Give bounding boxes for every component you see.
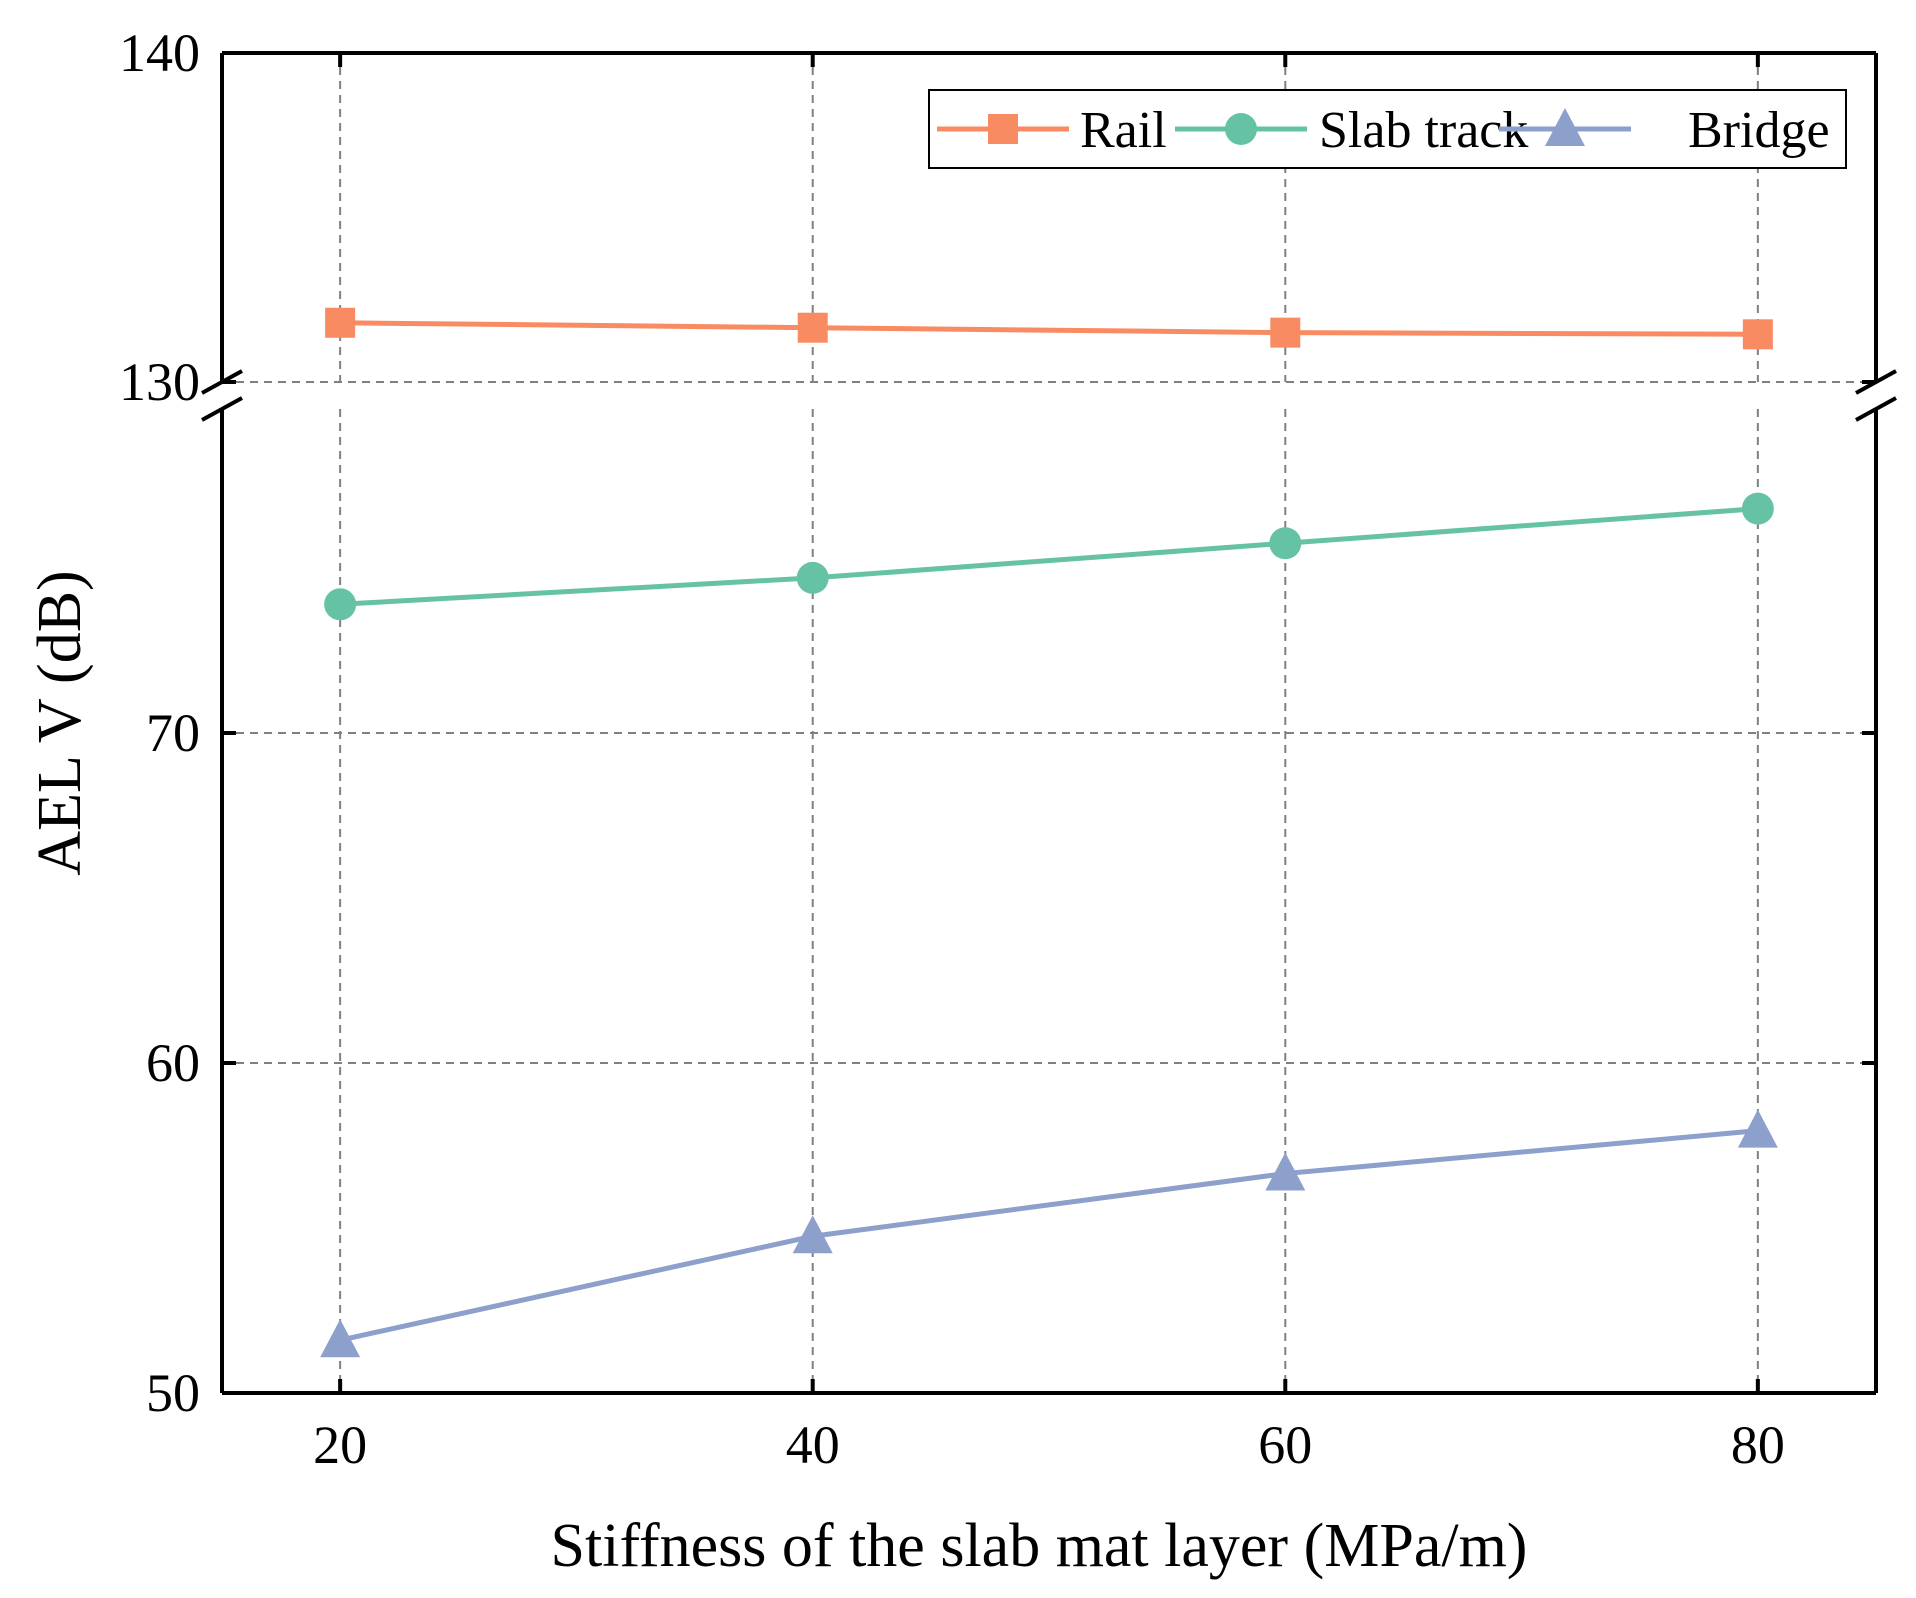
axis-break-marks — [201, 369, 1897, 422]
data-point-bridge — [1737, 1109, 1778, 1148]
legend-marker-slab-track — [1225, 113, 1257, 145]
data-point-slab-track — [1741, 492, 1774, 525]
x-tick-label: 40 — [786, 1415, 840, 1475]
series-line-rail — [340, 320, 1758, 337]
legend-label-rail: Rail — [1080, 102, 1167, 159]
x-tick-label: 20 — [313, 1415, 367, 1475]
plot-frame — [220, 51, 1878, 1395]
data-point-bridge — [1265, 1152, 1306, 1191]
x-tick-label: 60 — [1258, 1415, 1312, 1475]
data-point-bridge — [792, 1215, 833, 1254]
x-tick-label: 80 — [1731, 1415, 1785, 1475]
x-axis-title: Stiffness of the slab mat layer (MPa/m) — [551, 1512, 1528, 1580]
y-tick-label: 70 — [146, 703, 200, 763]
data-point-bridge — [320, 1319, 361, 1358]
axis-break-slash — [201, 369, 243, 395]
series-slab-track — [324, 492, 1774, 621]
data-point-rail — [325, 307, 356, 338]
axis-break-slash — [1855, 396, 1897, 422]
grid-lines — [222, 53, 1876, 1393]
data-point-rail — [1270, 317, 1301, 348]
data-point-slab-track — [324, 588, 357, 621]
data-point-rail — [1742, 319, 1773, 350]
legend-box — [928, 89, 1847, 169]
legend-marker-rail — [988, 114, 1018, 144]
y-axis-title: AEL V (dB) — [26, 570, 94, 875]
data-point-slab-track — [796, 561, 829, 594]
legend-marker-bridge — [1545, 108, 1585, 146]
series-rail — [325, 307, 1773, 350]
series-line-bridge — [339, 1128, 1759, 1343]
axis-break-slash — [201, 396, 243, 422]
legend: Rail Slab track Bridge — [928, 89, 1847, 169]
legend-label-slab-track: Slab track — [1319, 102, 1528, 159]
data-point-slab-track — [1269, 527, 1302, 560]
y-tick-label: 130 — [119, 352, 200, 412]
data-point-rail — [797, 312, 828, 343]
series-line-slab-track — [340, 506, 1759, 607]
y-tick-label: 140 — [119, 23, 200, 83]
axis-ticks: 50 60 70 130 140 20 40 60 80 — [119, 23, 1876, 1475]
legend-label-bridge: Bridge — [1688, 102, 1830, 159]
y-tick-label: 50 — [146, 1363, 200, 1423]
series-bridge — [320, 1109, 1778, 1358]
series-layer — [320, 307, 1778, 1358]
axis-break-slash — [1855, 369, 1897, 395]
y-tick-label: 60 — [146, 1033, 200, 1093]
